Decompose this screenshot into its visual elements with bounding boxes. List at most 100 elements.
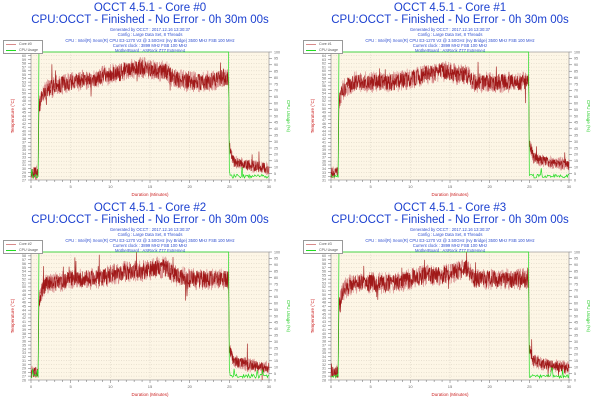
svg-text:90: 90 [574,263,578,267]
svg-text:42: 42 [22,316,26,320]
svg-text:28: 28 [22,175,26,179]
svg-text:58: 58 [22,254,26,258]
svg-text:53: 53 [322,95,326,99]
info-config: Config : Large Data Set, 8 Threads [417,32,483,38]
svg-text:35: 35 [274,134,278,138]
svg-text:5: 5 [370,384,373,389]
svg-text:25: 25 [274,146,278,150]
info-motherboard: MotherBoard : ASRock Z77 Extreme4 [414,48,486,54]
legend-usage: CPU Usage [19,48,38,52]
svg-text:10: 10 [574,166,578,170]
chart-info: Generated by OCCT : 2017.12.16 13:30:37 … [0,27,300,53]
svg-text:54: 54 [22,77,26,81]
svg-text:56: 56 [322,84,326,88]
svg-text:40: 40 [22,324,26,328]
svg-text:58: 58 [22,62,26,66]
svg-text:61: 61 [322,65,326,69]
svg-text:70: 70 [574,89,578,93]
svg-text:47: 47 [322,305,326,309]
svg-text:36: 36 [22,340,26,344]
svg-text:56: 56 [322,270,326,274]
svg-text:33: 33 [22,351,26,355]
svg-text:37: 37 [322,156,326,160]
svg-text:15: 15 [574,159,578,163]
svg-text:43: 43 [322,320,326,324]
svg-text:55: 55 [274,108,278,112]
svg-text:62: 62 [322,62,326,66]
svg-text:55: 55 [574,308,578,312]
svg-text:100: 100 [274,50,280,54]
legend-temp: Core #0 [19,42,32,46]
svg-text:15: 15 [448,384,453,389]
chart-info: Generated by OCCT : 2017.12.16 13:30:37 … [300,227,600,253]
svg-text:65: 65 [574,95,578,99]
svg-text:41: 41 [322,141,326,145]
svg-text:85: 85 [574,70,578,74]
svg-text:47: 47 [322,118,326,122]
svg-text:49: 49 [322,297,326,301]
svg-text:39: 39 [322,336,326,340]
info-cpu: CPU : Intel(R) Xeon(R) CPU E3-1270 V2 @ … [365,237,535,243]
info-motherboard: MotherBoard : ASRock Z77 Extreme4 [414,248,486,254]
svg-text:30: 30 [574,140,578,144]
svg-text:0: 0 [274,378,276,382]
svg-text:35: 35 [22,148,26,152]
svg-text:58: 58 [322,77,326,81]
svg-text:39: 39 [322,148,326,152]
svg-text:48: 48 [22,99,26,103]
svg-text:CPU Usage (%): CPU Usage (%) [286,100,291,133]
svg-text:46: 46 [22,107,26,111]
svg-text:35: 35 [574,134,578,138]
svg-text:26: 26 [22,378,26,382]
svg-text:36: 36 [322,347,326,351]
svg-text:75: 75 [274,282,278,286]
svg-text:95: 95 [274,57,278,61]
svg-text:30: 30 [22,167,26,171]
svg-text:20: 20 [574,353,578,357]
chart-subtitle: CPU:OCCT - Finished - No Error - 0h 30m … [331,14,569,26]
chart-subtitle: CPU:OCCT - Finished - No Error - 0h 30m … [31,14,269,26]
svg-text:5: 5 [70,384,73,389]
chart-legend: Core #3 CPU Usage [303,240,343,254]
svg-text:10: 10 [108,384,113,389]
svg-text:50: 50 [322,293,326,297]
svg-text:35: 35 [274,334,278,338]
svg-text:45: 45 [22,111,26,115]
svg-text:43: 43 [22,312,26,316]
svg-text:20: 20 [187,384,192,389]
svg-text:25: 25 [527,384,532,389]
svg-text:80: 80 [274,276,278,280]
svg-text:59: 59 [22,58,26,62]
svg-text:25: 25 [574,146,578,150]
svg-text:25: 25 [227,184,232,189]
svg-text:34: 34 [322,167,326,171]
svg-text:45: 45 [322,312,326,316]
svg-text:50: 50 [22,285,26,289]
info-config: Config : Large Data Set, 8 Threads [417,232,483,238]
svg-text:45: 45 [22,305,26,309]
svg-text:65: 65 [274,95,278,99]
svg-text:60: 60 [274,302,278,306]
svg-text:Temperature (°C): Temperature (°C) [310,298,315,333]
svg-text:37: 37 [22,141,26,145]
svg-text:31: 31 [22,163,26,167]
info-cpu: CPU : Intel(R) Xeon(R) CPU E3-1270 V2 @ … [65,237,235,243]
svg-text:60: 60 [322,69,326,73]
chart-panel-core-1: 31 32 33 34 35 36 37 38 39 40 41 42 43 44 45 46 47 48 49 50… [300,0,600,200]
svg-text:95: 95 [574,57,578,61]
svg-text:64: 64 [322,54,326,58]
svg-text:Temperature (°C): Temperature (°C) [10,298,15,333]
svg-text:39: 39 [22,133,26,137]
svg-text:34: 34 [22,152,26,156]
svg-text:57: 57 [322,266,326,270]
chart-panel-core-2: 26 27 28 29 30 31 32 33 34 35 36 37 38 39 40 41 42 43 44 45… [0,200,300,400]
chart-title: OCCT 4.5.1 - Core #2 [93,202,207,214]
svg-text:85: 85 [574,270,578,274]
info-motherboard: MotherBoard : ASRock Z77 Extreme4 [114,248,186,254]
svg-text:15: 15 [274,159,278,163]
info-generated: Generated by OCCT : 2017.12.16 13:30:37 [409,227,491,232]
svg-text:50: 50 [22,92,26,96]
svg-text:70: 70 [574,289,578,293]
svg-text:30: 30 [267,184,272,189]
svg-text:29: 29 [322,374,326,378]
